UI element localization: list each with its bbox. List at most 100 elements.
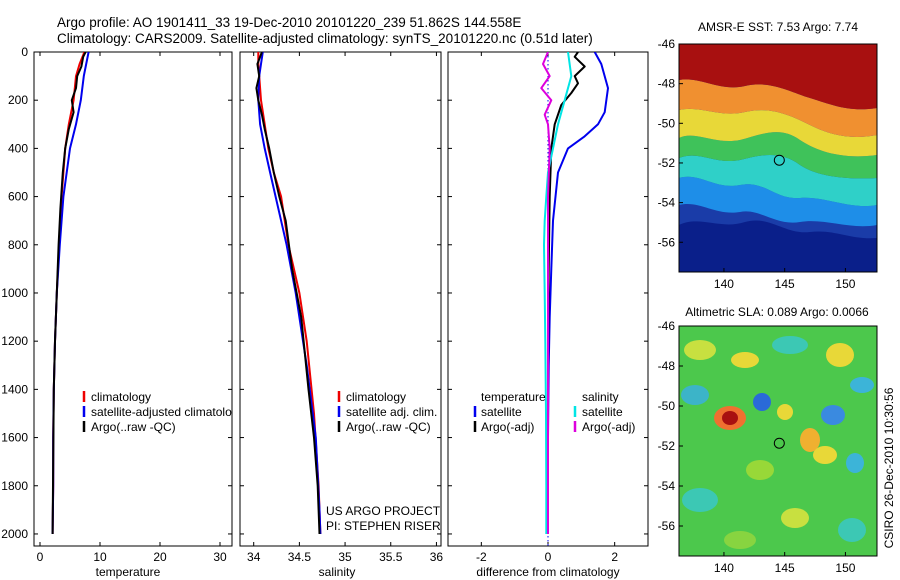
temperature-legend: climatology satellite-adjusted climatolo… [82,390,244,434]
series-line [543,52,573,534]
legend-label-satellite: satellite adj. clim. [346,405,437,419]
x-tick-label: 34.5 [288,550,312,564]
sla-map-title: Altimetric SLA: 0.089 Argo: 0.0066 [685,305,869,319]
y-tick-label: -46 [658,319,676,333]
sla-blob [681,385,709,405]
series-line [255,52,321,535]
sla-blob [838,518,866,542]
sla-blob [850,377,874,393]
sst-map-ticks: 140 145 150 -46 -48 -50 -52 -54 -56 [658,37,856,291]
sla-blob [800,428,820,452]
salinity-panel: 34 34.5 35 35.5 36 salinity climatology sate… [239,51,444,579]
legend-label-climatology: climatology [91,390,151,404]
y-tick-label: -50 [658,116,676,130]
sst-cold-band [679,220,877,272]
y-tick-label: -48 [658,77,676,91]
x-tick-label: -2 [476,550,487,564]
difference-y-ticks [448,51,648,535]
x-tick-label: 30 [213,550,227,564]
sla-map-frame [678,325,878,557]
salinity-x-axis-label: salinity [319,565,356,579]
x-tick-label: 2 [611,550,618,564]
sla-blob [731,352,759,368]
figure-title-line1: Argo profile: AO 1901411_33 19-Dec-2010 … [57,15,521,30]
y-tick-label: -54 [658,479,676,493]
y-tick-label: 1000 [1,286,28,300]
salinity-y-ticks [240,51,441,535]
series-line [540,52,553,534]
sst-map-panel: AMSR-E SST: 7.53 Argo: 7.74 140 145 150 -46… [658,20,878,291]
y-tick-label: -48 [658,359,676,373]
x-tick-label: 0 [37,550,44,564]
sla-map-ticks: 140 145 150 -46 -48 -50 -52 -54 -56 [658,319,856,575]
x-tick-label: 150 [835,561,855,575]
sst-map-title: AMSR-E SST: 7.53 Argo: 7.74 [698,20,858,34]
x-tick-label: 34 [247,550,261,564]
series-line [51,52,87,535]
figure-title-line2: Climatology: CARS2009. Satellite-adjuste… [57,31,593,46]
temperature-series [51,52,90,535]
x-tick-label: 145 [775,561,795,575]
y-tick-label: -52 [658,439,676,453]
sla-blob [684,340,716,360]
sla-blob [724,531,756,549]
temperature-panel: 0 200 400 600 800 1000 1200 1400 1600 1800 2000 0 1… [1,45,244,579]
y-tick-label: -50 [658,399,676,413]
x-tick-label: 35 [338,550,352,564]
difference-series [540,52,609,534]
series-line [257,52,322,535]
x-tick-label: 145 [775,277,795,291]
sst-cyan-band [679,155,877,207]
temperature-axes-frame [33,51,233,547]
difference-panel: -2 0 2 difference from climatology tempera… [447,51,649,579]
y-tick-label: -56 [658,519,676,533]
temperature-x-axis-label: temperature [96,565,161,579]
argo-position-marker [773,154,785,166]
legend-label-argo: Argo(..raw -QC) [91,420,176,434]
sla-blob [772,336,808,354]
y-tick-label: 800 [8,238,28,252]
sla-blob [781,508,809,528]
y-tick-label: 200 [8,93,28,107]
legend-label-satellite: satellite-adjusted climatology [91,405,244,419]
x-tick-label: 10 [93,550,107,564]
series-line [257,52,322,535]
y-tick-label: 400 [8,141,28,155]
sla-blob [777,404,793,420]
y-tick-label: 1400 [1,382,28,396]
temperature-y-ticks: 0 200 400 600 800 1000 1200 1400 1600 1800 2000 [1,45,232,541]
x-tick-label: 36 [430,550,444,564]
sst-orange-band [679,79,877,137]
sst-warm-band [679,44,877,110]
sla-field [679,326,877,556]
y-tick-label: 0 [21,45,28,59]
sst-map-frame [678,43,878,273]
y-tick-label: 2000 [1,527,28,541]
y-tick-label: -56 [658,235,676,249]
sst-field [679,44,877,272]
salinity-axes-frame [239,51,442,547]
y-tick-label: 1800 [1,479,28,493]
series-line [547,52,586,534]
legend-label-argo: Argo(..raw -QC) [346,420,431,434]
x-tick-label: 35.5 [379,550,403,564]
legend-title-salinity: salinity [582,390,619,404]
x-tick-label: 20 [153,550,167,564]
sst-mid-band [679,176,877,227]
legend-label-sal-argo: Argo(-adj) [582,420,635,434]
sla-blob [846,453,864,473]
y-tick-label: 1600 [1,431,28,445]
y-tick-label: -54 [658,196,676,210]
x-tick-label: 150 [835,277,855,291]
x-tick-label: 140 [714,277,734,291]
credit-annotation: CSIRO 26-Dec-2010 10:30:56 [882,387,896,548]
sla-blob [813,446,837,464]
pi-annotation: PI: STEPHEN RISER [326,519,441,533]
sst-yellow-band [679,108,877,157]
sla-blob [682,488,718,512]
legend-title-temperature: temperature [481,390,546,404]
y-tick-label: -46 [658,37,676,51]
legend-label-climatology: climatology [346,390,406,404]
difference-legend: temperature satellite Argo(-adj) salinit… [473,390,635,434]
